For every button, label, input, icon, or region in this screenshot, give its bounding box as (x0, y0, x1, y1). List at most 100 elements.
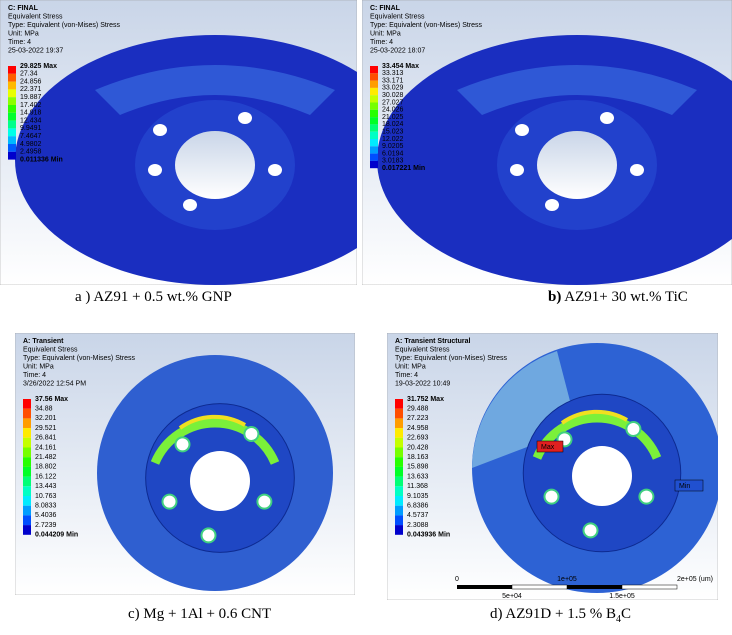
legend-swatch (395, 447, 403, 458)
bolt-hole (625, 421, 642, 437)
legend-swatch (8, 73, 16, 82)
legend-label: 2.4958 (20, 149, 42, 156)
legend-label: 24.161 (35, 444, 57, 451)
legend-swatch (8, 151, 16, 160)
header-line: Type: Equivalent (von-Mises) Stress (8, 22, 121, 29)
legend-swatch (395, 525, 403, 535)
legend-swatch (370, 117, 378, 125)
bolt-hole (256, 493, 273, 510)
scale-label: 5e+04 (502, 593, 522, 600)
bolt-hole (148, 164, 162, 176)
legend-swatch (8, 97, 16, 105)
header-line: Time: 4 (395, 372, 418, 379)
caption: b) AZ91+ 30 wt.% TiC (548, 289, 688, 306)
header-line: Time: 4 (370, 39, 393, 46)
header-line: 3/26/2022 12:54 PM (23, 380, 86, 387)
legend-label: 6.0194 (382, 150, 404, 157)
header-line: Unit: MPa (370, 30, 401, 37)
legend-swatch (8, 144, 16, 152)
legend-swatch (23, 418, 31, 429)
bolt-hole (582, 522, 599, 539)
legend-swatch (370, 95, 378, 103)
legend-swatch (23, 437, 31, 448)
scale-label: 1e+05 (557, 576, 577, 583)
legend-label: 4.5737 (407, 512, 429, 519)
max-marker-box (536, 440, 564, 453)
legend-swatch (23, 428, 31, 438)
legend-label: 18.802 (35, 464, 57, 471)
scale-label: 1.5e+05 (609, 593, 635, 600)
legend-swatch (23, 525, 31, 535)
legend-label: 0.017221 Min (382, 165, 425, 172)
legend-swatch (23, 399, 31, 409)
bolt-hole (545, 199, 559, 211)
legend-swatch (23, 466, 31, 477)
caption-text: AZ91 + 0.5 wt.% GNP (90, 289, 232, 305)
legend-label: 30.028 (382, 92, 404, 99)
legend-label: 5.4036 (35, 512, 57, 519)
legend-label: 20.428 (407, 444, 429, 451)
header-line: C: FINAL (370, 5, 401, 12)
caption-label: b) (548, 289, 562, 305)
caption-label: c) (128, 606, 140, 622)
legend-label: 31.752 Max (407, 396, 444, 403)
legend-swatch (8, 81, 16, 90)
header-line: Type: Equivalent (von-Mises) Stress (23, 355, 136, 362)
legend-swatch (8, 89, 16, 98)
legend-label: 29.521 (35, 425, 57, 432)
legend-label: 7.4647 (20, 133, 42, 140)
legend-label: 0.011336 Min (20, 156, 63, 163)
header-line: Equivalent Stress (395, 346, 450, 353)
legend-label: 32.201 (35, 415, 57, 422)
legend-label: 33.454 Max (382, 63, 419, 70)
legend-swatch (395, 437, 403, 448)
legend-label: 18.024 (382, 121, 404, 128)
legend-swatch (23, 408, 31, 419)
legend-swatch (370, 160, 378, 169)
scale-label: 2e+05 (um) (677, 576, 713, 583)
caption-label: d) (490, 606, 503, 622)
header-line: Equivalent Stress (8, 13, 63, 20)
legend-swatch (395, 418, 403, 429)
legend-label: 6.8386 (407, 503, 429, 510)
header-line: Unit: MPa (8, 30, 39, 37)
bolt-hole (268, 164, 282, 176)
header-line: 19-03-2022 10:49 (395, 380, 450, 387)
caption-text: AZ91D + 1.5 % B (502, 606, 616, 622)
header-line: Time: 4 (23, 372, 46, 379)
legend-swatch (395, 428, 403, 438)
caption-label: a ) (75, 289, 91, 305)
header-line: Type: Equivalent (von-Mises) Stress (370, 22, 483, 29)
legend-swatch (395, 476, 403, 487)
legend-label: 9.0205 (382, 143, 404, 150)
legend-label: 2.3088 (407, 522, 429, 529)
legend-swatch (23, 457, 31, 467)
legend-label: 10.763 (35, 493, 57, 500)
header-line: 25-03-2022 19:37 (8, 47, 63, 54)
bolt-hole (174, 436, 191, 453)
bolt-hole (630, 164, 644, 176)
legend-swatch (370, 66, 378, 74)
legend-label: 37.56 Max (35, 396, 68, 403)
legend-label: 13.633 (407, 473, 429, 480)
hub-hole (572, 446, 632, 506)
legend-swatch (23, 505, 31, 516)
legend-swatch (23, 496, 31, 506)
bolt-hole (200, 527, 217, 544)
scale-bar-d (621, 584, 678, 590)
legend-swatch (8, 66, 16, 74)
hub-hole (175, 131, 255, 199)
legend-label: 33.029 (382, 85, 404, 92)
legend-label: 24.958 (407, 425, 429, 432)
legend-label: 18.163 (407, 454, 429, 461)
caption: d) AZ91D + 1.5 % B4C (490, 606, 631, 625)
legend-swatch (370, 87, 378, 96)
bolt-hole (515, 124, 529, 136)
scale-bar-a (457, 585, 512, 589)
legend-swatch (8, 136, 16, 144)
legend-label: 9.1035 (407, 493, 429, 500)
header-line: Equivalent Stress (370, 13, 425, 20)
caption-sub: 4 (615, 614, 621, 625)
